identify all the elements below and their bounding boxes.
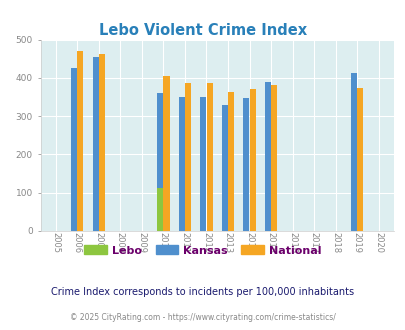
Bar (264, 82, 270, 231)
Bar (163, 76, 169, 231)
Bar (92, 57, 98, 231)
Bar (200, 97, 206, 231)
Bar (178, 97, 184, 231)
Text: © 2025 CityRating.com - https://www.cityrating.com/crime-statistics/: © 2025 CityRating.com - https://www.city… (70, 313, 335, 322)
Bar (271, 85, 277, 231)
Bar (157, 188, 163, 231)
Bar (98, 54, 104, 231)
Bar (206, 83, 212, 231)
Text: Lebo Violent Crime Index: Lebo Violent Crime Index (99, 23, 306, 38)
Bar (350, 73, 356, 231)
Legend: Lebo, Kansas, National: Lebo, Kansas, National (80, 241, 325, 260)
Bar (71, 68, 77, 231)
Text: Crime Index corresponds to incidents per 100,000 inhabitants: Crime Index corresponds to incidents per… (51, 287, 354, 297)
Bar (243, 98, 249, 231)
Bar (356, 88, 362, 231)
Bar (185, 83, 191, 231)
Bar (228, 92, 234, 231)
Bar (221, 105, 227, 231)
Bar (249, 88, 255, 231)
Bar (77, 51, 83, 231)
Bar (157, 93, 163, 231)
